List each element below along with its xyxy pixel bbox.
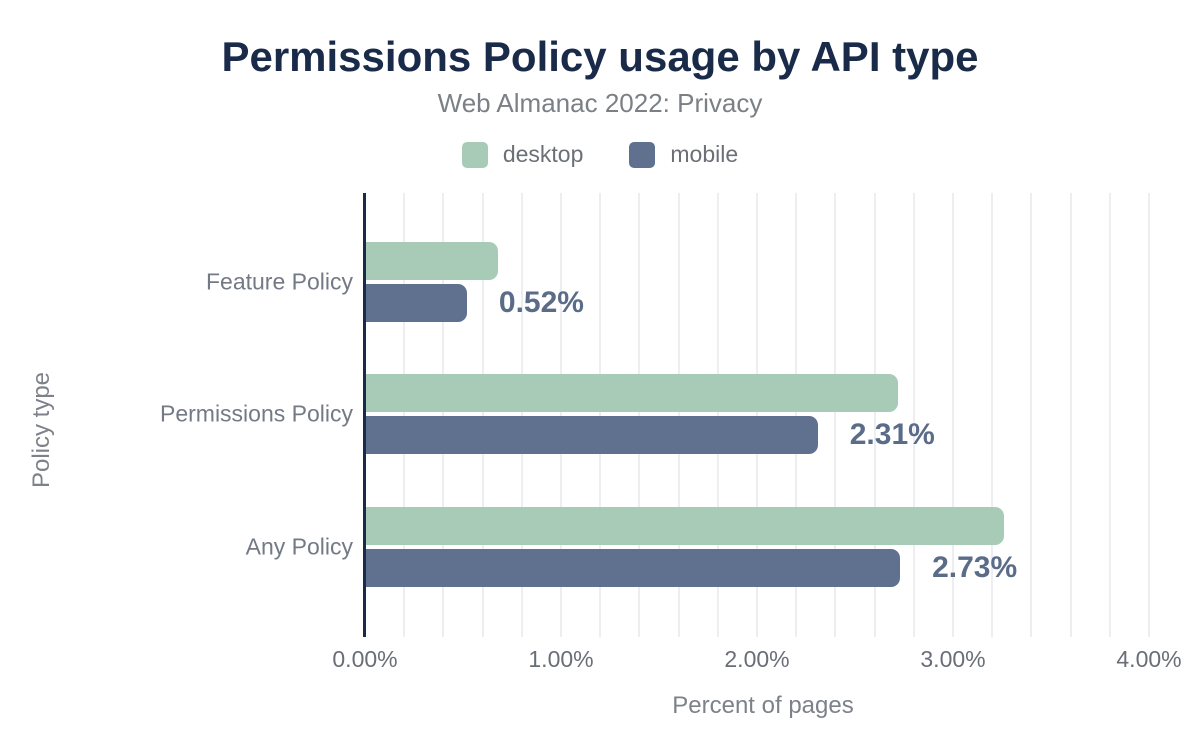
x-tick-label: 3.00%	[920, 646, 986, 672]
bar-desktop-feature-policy[interactable]	[365, 241, 499, 280]
gridline	[520, 193, 523, 637]
gridline	[834, 193, 837, 637]
gridline	[873, 193, 876, 637]
plot-area: 0.52% 2.31% 2.73%	[365, 193, 1161, 637]
gridline	[1108, 193, 1111, 637]
category-label: Feature Policy	[205, 268, 353, 294]
gridline	[481, 193, 484, 637]
gridline	[1069, 193, 1072, 637]
bar-mobile-feature-policy[interactable]	[365, 283, 467, 322]
y-axis-line	[363, 193, 366, 637]
desktop-swatch-icon	[461, 141, 488, 168]
bar-value-label: 0.52%	[498, 285, 584, 319]
desktop-legend-label: desktop	[502, 141, 584, 167]
gridline	[677, 193, 680, 637]
x-tick-label: 4.00%	[1116, 646, 1182, 672]
gridline	[403, 193, 406, 637]
gridline	[442, 193, 445, 637]
x-axis-title: Percent of pages	[672, 692, 854, 719]
gridline	[638, 193, 641, 637]
y-axis-title: Policy type	[28, 371, 55, 489]
gridline	[1030, 193, 1033, 637]
bar-value-label: 2.73%	[932, 550, 1018, 584]
chart-subtitle: Web Almanac 2022: Privacy	[437, 88, 763, 118]
gridline	[560, 193, 562, 637]
chart-title: Permissions Policy usage by API type	[221, 33, 979, 80]
gridline	[1148, 193, 1150, 637]
gridline	[599, 193, 602, 637]
gridline	[716, 193, 719, 637]
bar-desktop-any-policy[interactable]	[365, 506, 1004, 545]
gridline	[795, 193, 798, 637]
legend-item-desktop[interactable]: desktop	[461, 141, 584, 168]
bar-mobile-permissions-policy[interactable]	[365, 416, 818, 454]
category-label: Any Policy	[245, 533, 353, 559]
mobile-legend-label: mobile	[670, 141, 739, 167]
x-tick-label: 2.00%	[724, 646, 790, 672]
x-tick-label: 0.00%	[332, 646, 398, 672]
gridline	[912, 193, 915, 637]
category-label: Permissions Policy	[160, 400, 353, 427]
gridline	[991, 193, 994, 637]
bar-mobile-any-policy[interactable]	[365, 548, 901, 587]
legend: desktop mobile	[0, 141, 1200, 168]
mobile-swatch-icon	[629, 141, 656, 168]
bar-desktop-permissions-policy[interactable]	[365, 374, 899, 412]
gridline	[756, 193, 758, 637]
bar-value-label: 2.31%	[849, 418, 935, 451]
x-tick-label: 1.00%	[528, 646, 594, 672]
legend-item-mobile[interactable]: mobile	[629, 141, 738, 168]
gridline	[952, 193, 954, 637]
